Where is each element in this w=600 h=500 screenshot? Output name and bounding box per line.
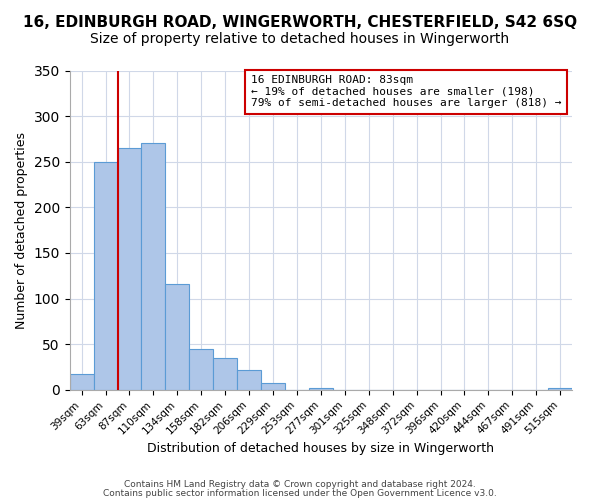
Bar [70,374,94,390]
Bar [142,144,166,390]
Text: Size of property relative to detached houses in Wingerworth: Size of property relative to detached ho… [91,32,509,46]
Bar [118,148,142,390]
Bar [237,370,261,390]
Bar [94,162,118,390]
Text: Contains public sector information licensed under the Open Government Licence v3: Contains public sector information licen… [103,488,497,498]
Bar [309,388,333,390]
Bar [213,358,237,390]
Text: 16 EDINBURGH ROAD: 83sqm
← 19% of detached houses are smaller (198)
79% of semi-: 16 EDINBURGH ROAD: 83sqm ← 19% of detach… [251,76,561,108]
Bar [548,388,572,390]
Bar [261,382,285,390]
Text: 16, EDINBURGH ROAD, WINGERWORTH, CHESTERFIELD, S42 6SQ: 16, EDINBURGH ROAD, WINGERWORTH, CHESTER… [23,15,577,30]
Text: Contains HM Land Registry data © Crown copyright and database right 2024.: Contains HM Land Registry data © Crown c… [124,480,476,489]
Bar [189,349,213,390]
Bar [166,284,189,390]
Y-axis label: Number of detached properties: Number of detached properties [15,132,28,328]
X-axis label: Distribution of detached houses by size in Wingerworth: Distribution of detached houses by size … [148,442,494,455]
